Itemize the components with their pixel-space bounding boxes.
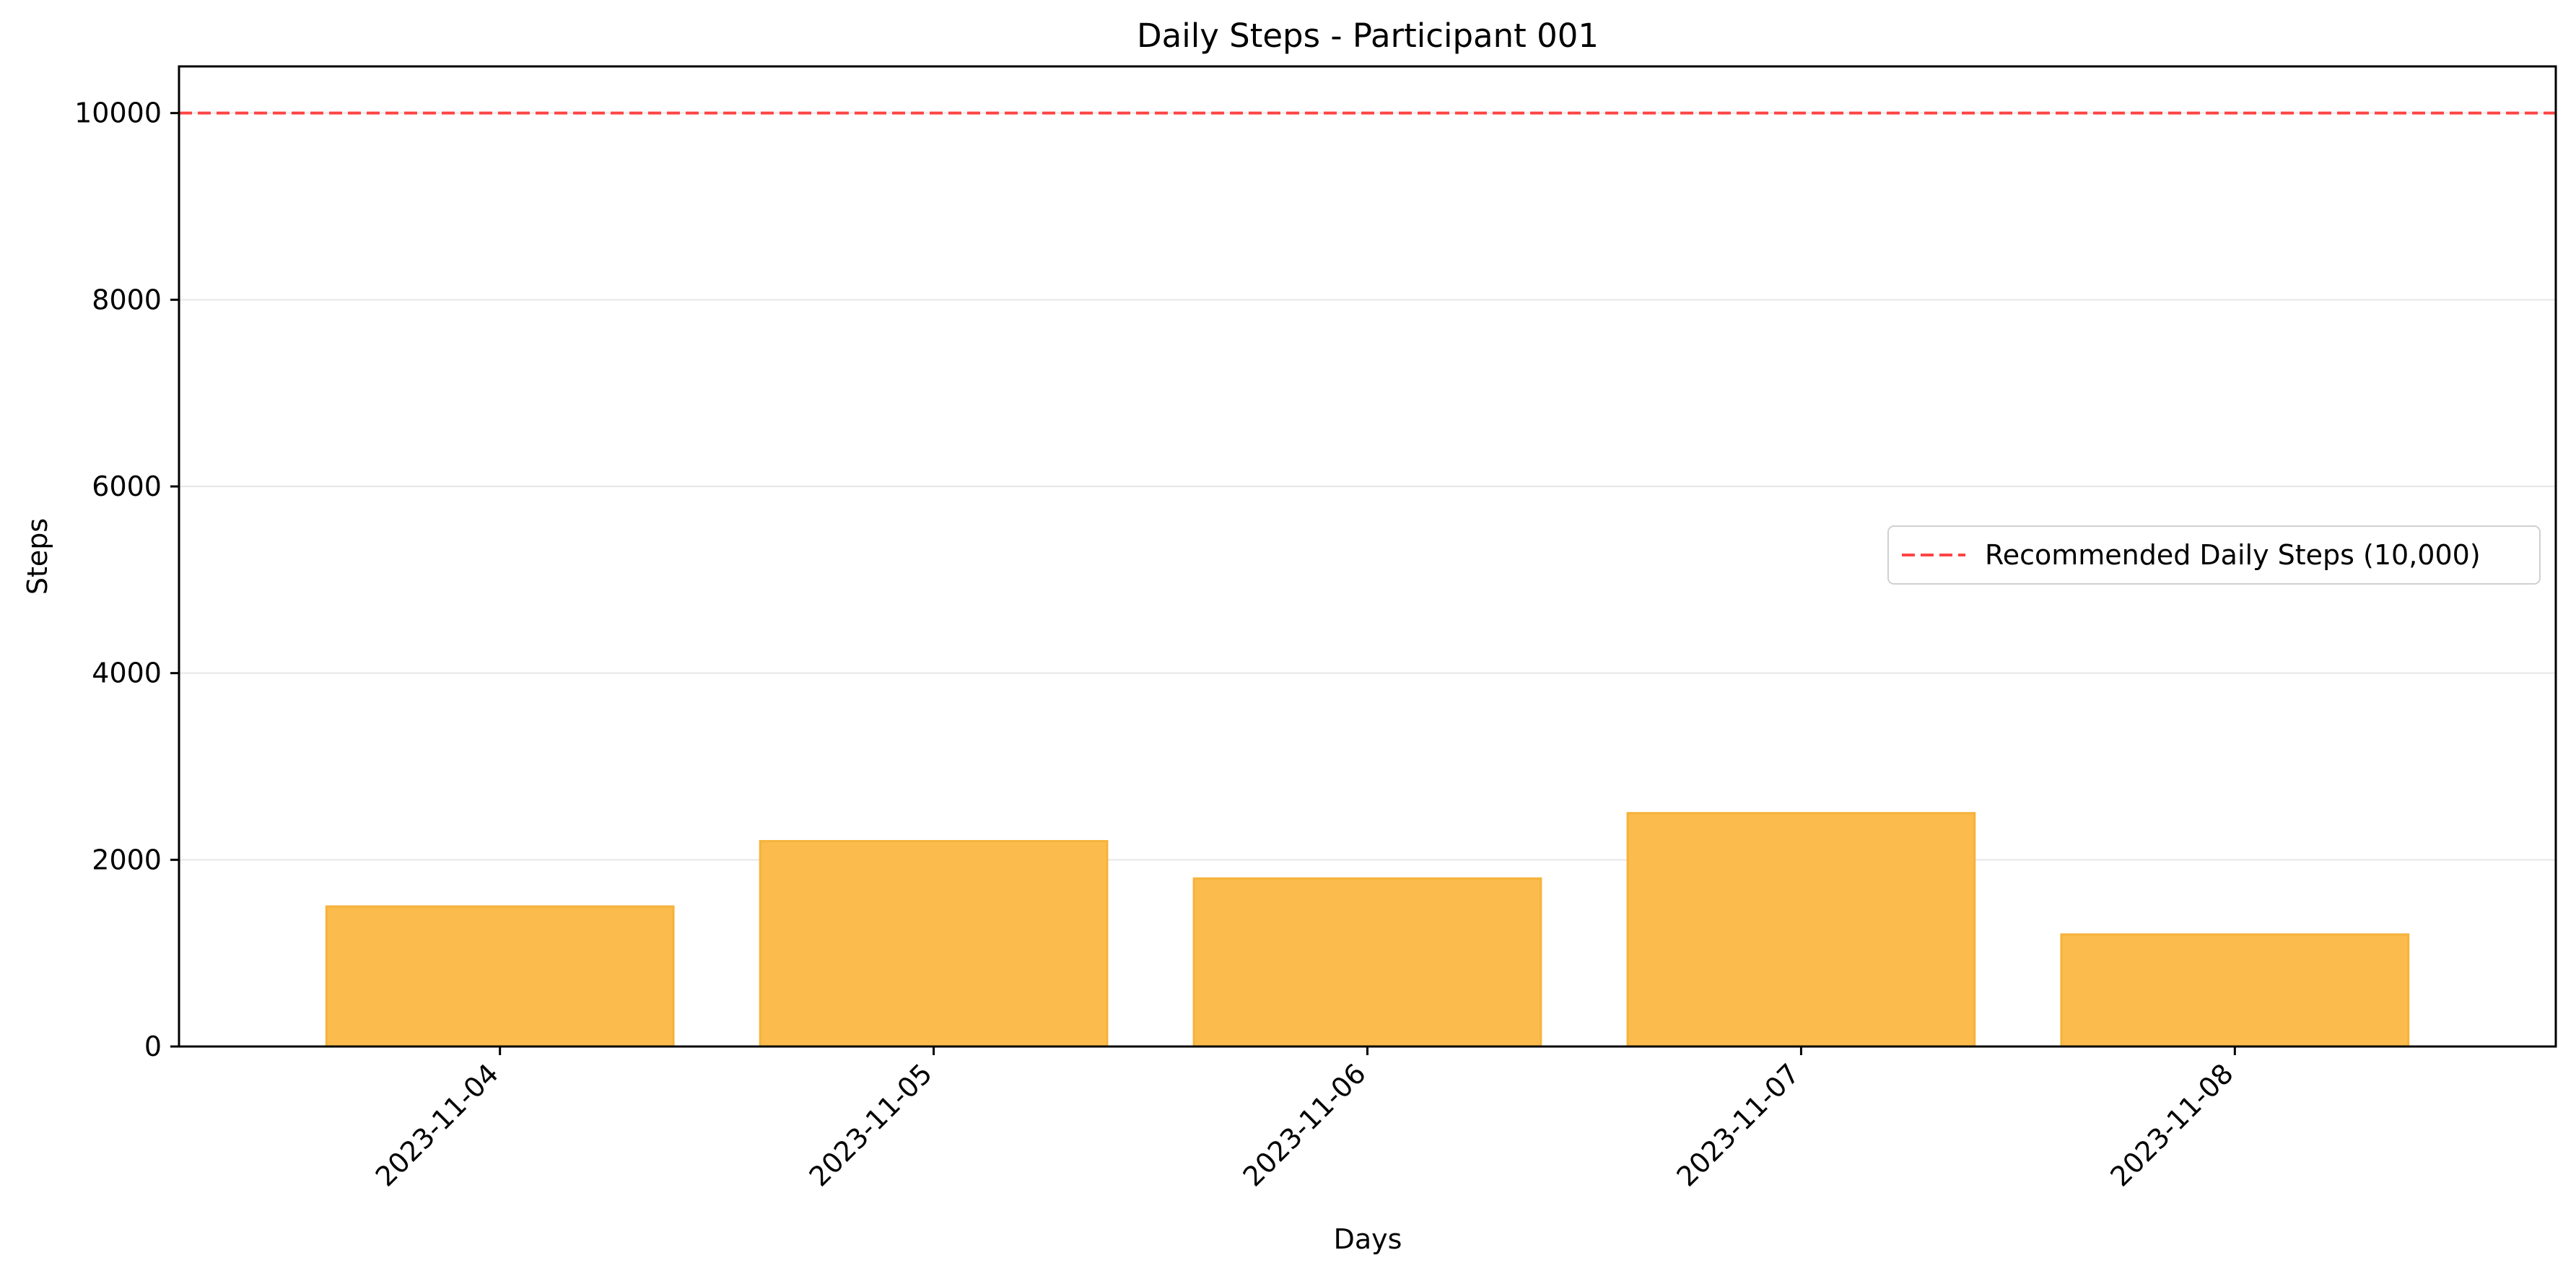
x-axis-label: Days	[1334, 1223, 1402, 1255]
y-axis-label: Steps	[22, 518, 53, 595]
bar-2023-11-04	[325, 905, 675, 1048]
bar-2023-11-07	[1626, 812, 1976, 1048]
y-tick-label: 6000	[92, 471, 162, 502]
legend-box	[1887, 525, 2541, 585]
legend: Recommended Daily Steps (10,000)	[1887, 525, 2541, 585]
y-tick-label: 10000	[74, 97, 162, 129]
bars	[325, 812, 2410, 1048]
y-axis-ticks: 0 2000 4000 6000 8000 10000	[74, 97, 179, 1062]
bar-2023-11-06	[1192, 877, 1542, 1048]
y-tick-label: 4000	[92, 657, 162, 689]
legend-label: Recommended Daily Steps (10,000)	[1985, 539, 2481, 571]
chart-title: Daily Steps - Participant 001	[1137, 17, 1599, 55]
y-tick-label: 0	[144, 1031, 162, 1062]
bar-2023-11-05	[759, 839, 1109, 1048]
y-tick-label: 2000	[92, 844, 162, 875]
bar-2023-11-08	[2060, 933, 2410, 1048]
y-tick-label: 8000	[92, 284, 162, 315]
